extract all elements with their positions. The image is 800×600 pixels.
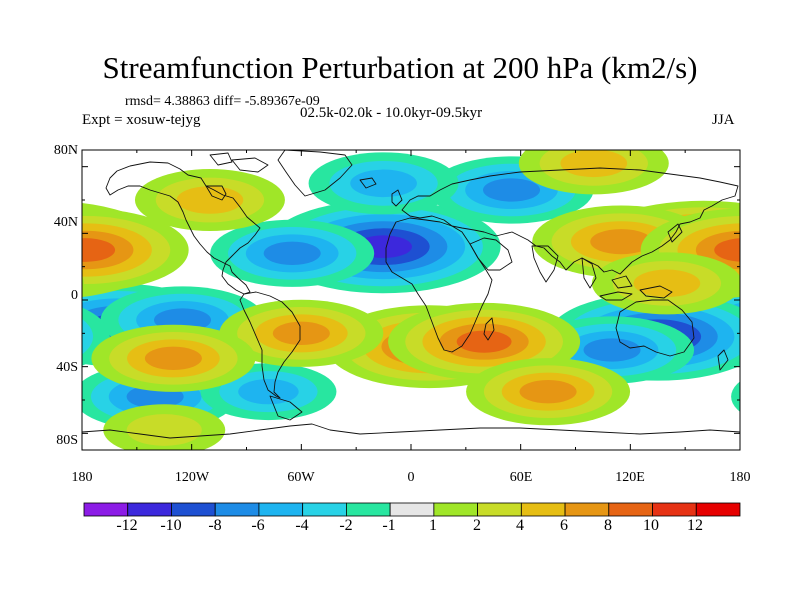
stats-text: rmsd= 4.38863 diff= -5.89367e-09 bbox=[125, 94, 320, 109]
contour-band bbox=[714, 238, 740, 262]
colorbar-label: -6 bbox=[251, 517, 265, 534]
coastline-greenland bbox=[277, 150, 353, 197]
lat-label-40s: 40S bbox=[56, 360, 78, 375]
axis-ticks bbox=[81, 150, 741, 450]
contour-band bbox=[560, 150, 628, 178]
colorbar-swatch bbox=[127, 502, 172, 517]
colorbar-swatch bbox=[520, 502, 566, 517]
colorbar-swatch bbox=[258, 502, 304, 517]
lon-label-60e: 60E bbox=[509, 470, 533, 485]
contour-band bbox=[350, 169, 417, 198]
colorbar-label: -10 bbox=[160, 517, 182, 534]
colorbar-label: 10 bbox=[643, 517, 659, 534]
contour-band bbox=[176, 186, 244, 214]
lon-label-120w: 120W bbox=[174, 470, 210, 485]
contour-band bbox=[583, 338, 641, 362]
plot-title: Streamfunction Perturbation at 200 hPa (… bbox=[102, 50, 698, 85]
lat-label-40n: 40N bbox=[53, 215, 78, 230]
lat-label-0: 0 bbox=[71, 288, 78, 303]
colorbar-label: 2 bbox=[473, 517, 481, 534]
coastline-south-america bbox=[239, 291, 301, 399]
season-text: JJA bbox=[712, 112, 735, 128]
lon-label-180e: 180 bbox=[729, 470, 751, 485]
colorbar-label: 4 bbox=[516, 517, 524, 534]
colorbar-swatch bbox=[477, 502, 522, 517]
colorbar-swatch bbox=[171, 502, 216, 517]
contour-band bbox=[272, 321, 330, 346]
lat-label-80s: 80S bbox=[56, 433, 78, 448]
coastline-australia bbox=[615, 299, 695, 357]
colorbar-swatch bbox=[433, 502, 479, 517]
lat-label-80n: 80N bbox=[53, 143, 78, 158]
colorbar-swatch bbox=[302, 502, 347, 517]
lon-label-180w: 180 bbox=[71, 470, 93, 485]
contour-band bbox=[633, 269, 701, 298]
colorbar-swatch bbox=[564, 502, 610, 517]
coastlines bbox=[82, 150, 740, 439]
contour-band bbox=[456, 330, 512, 353]
lon-label-0: 0 bbox=[407, 470, 415, 485]
coastline-eurasia bbox=[401, 167, 739, 275]
colorbar-label: -1 bbox=[382, 517, 396, 534]
contour-band bbox=[263, 241, 321, 266]
colorbar-label: 12 bbox=[687, 517, 703, 534]
colorbar-label: -2 bbox=[339, 517, 353, 534]
contour-band bbox=[483, 178, 541, 202]
colorbar-swatch bbox=[214, 502, 260, 517]
contour-band bbox=[238, 379, 299, 405]
contour-band bbox=[731, 381, 740, 412]
contour-band bbox=[126, 414, 202, 446]
colorbar-label: -4 bbox=[295, 517, 309, 534]
contour-band bbox=[519, 379, 577, 404]
contour-band bbox=[144, 346, 202, 371]
coastline-africa bbox=[385, 217, 493, 353]
colorbar-swatch bbox=[389, 502, 435, 517]
colorbar-swatch bbox=[83, 502, 129, 517]
coastline-north-america bbox=[105, 161, 261, 295]
colorbar-label: 1 bbox=[429, 517, 437, 534]
colorbar-label: -12 bbox=[116, 517, 138, 534]
experiment-text: Expt = xosuw-tejyg bbox=[82, 112, 201, 128]
period-text: 02.5k-02.0k - 10.0kyr-09.5kyr bbox=[300, 105, 483, 121]
colorbar-swatch bbox=[652, 502, 697, 517]
colorbar-label: 6 bbox=[560, 517, 568, 534]
colorbar-label: 8 bbox=[604, 517, 612, 534]
colorbar-swatch bbox=[608, 502, 653, 517]
lon-label-120e: 120E bbox=[615, 470, 645, 485]
contour-band bbox=[590, 229, 653, 255]
colorbar-label: -8 bbox=[208, 517, 222, 534]
colorbar-swatch bbox=[345, 502, 391, 517]
contour-band bbox=[82, 238, 116, 262]
contour-band bbox=[82, 319, 94, 355]
lon-label-60w: 60W bbox=[287, 470, 315, 485]
contour-fields bbox=[82, 150, 740, 450]
colorbar-swatch bbox=[695, 502, 741, 517]
coastline-antarctica bbox=[82, 423, 740, 439]
